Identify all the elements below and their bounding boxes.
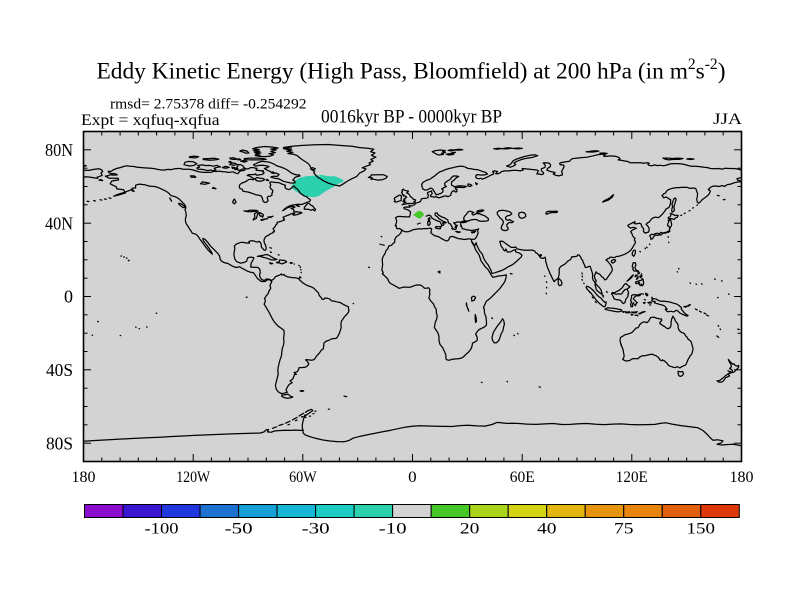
svg-text:Expt = xqfuq-xqfua: Expt = xqfuq-xqfua xyxy=(81,112,220,129)
svg-text:120W: 120W xyxy=(176,469,211,486)
svg-text:Eddy Kinetic Energy (High Pass: Eddy Kinetic Energy (High Pass, Bloomfie… xyxy=(97,56,726,85)
svg-text:180: 180 xyxy=(72,469,96,486)
svg-text:JJA: JJA xyxy=(713,111,743,128)
svg-text:60W: 60W xyxy=(289,469,317,486)
svg-text:-30: -30 xyxy=(302,521,330,538)
svg-text:-10: -10 xyxy=(379,521,407,538)
svg-text:-100: -100 xyxy=(145,521,179,538)
svg-text:20: 20 xyxy=(460,521,480,538)
svg-text:80S: 80S xyxy=(46,433,73,453)
svg-text:150: 150 xyxy=(687,521,716,538)
svg-text:40S: 40S xyxy=(46,360,73,380)
svg-text:rmsd= 2.75378 diff= -0.254292: rmsd= 2.75378 diff= -0.254292 xyxy=(110,97,307,113)
svg-text:60E: 60E xyxy=(510,469,535,486)
svg-text:40: 40 xyxy=(537,521,557,538)
svg-text:120E: 120E xyxy=(616,469,648,486)
svg-text:40N: 40N xyxy=(45,213,73,233)
svg-text:0: 0 xyxy=(408,469,417,486)
svg-text:0016kyr BP - 0000kyr BP: 0016kyr BP - 0000kyr BP xyxy=(321,107,502,128)
svg-text:75: 75 xyxy=(614,521,634,538)
svg-text:-50: -50 xyxy=(225,521,253,538)
svg-text:80N: 80N xyxy=(45,140,73,160)
svg-text:180: 180 xyxy=(730,469,754,486)
svg-text:0: 0 xyxy=(64,287,73,307)
